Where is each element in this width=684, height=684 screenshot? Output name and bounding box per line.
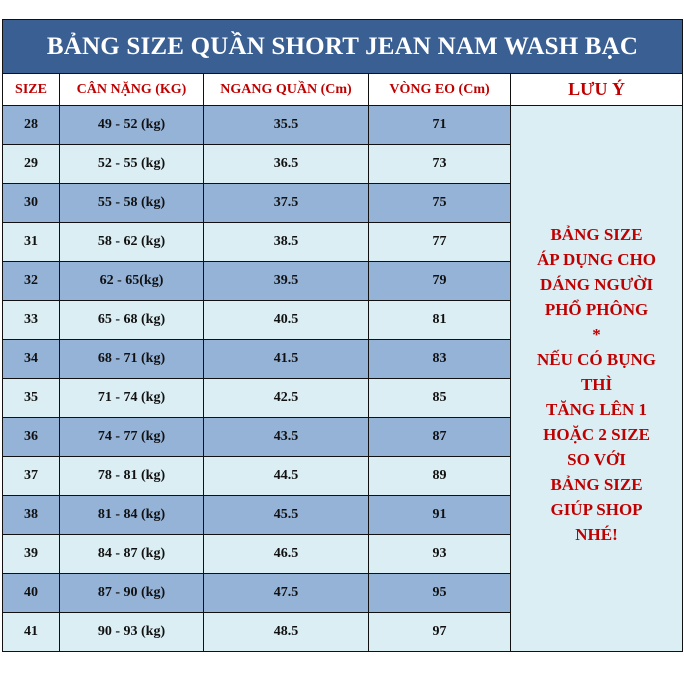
- cell-waist: 89: [368, 456, 511, 496]
- cell-weight: 52 - 55 (kg): [59, 144, 204, 184]
- note-line: PHỔ PHÔNG: [544, 300, 649, 319]
- cell-size: 35: [2, 378, 60, 418]
- cell-hip-width: 41.5: [203, 339, 369, 379]
- cell-size: 29: [2, 144, 60, 184]
- note-line: ÁP DỤNG CHO: [537, 250, 657, 269]
- cell-size: 39: [2, 534, 60, 574]
- note-line: NẾU CÓ BỤNG: [537, 350, 657, 369]
- cell-waist: 93: [368, 534, 511, 574]
- table-row: 33 65 - 68 (kg) 40.5 81: [2, 300, 683, 340]
- cell-waist: 87: [368, 417, 511, 457]
- header-waist: VÒNG EO (Cm): [368, 73, 511, 106]
- cell-waist: 83: [368, 339, 511, 379]
- cell-size: 34: [2, 339, 60, 379]
- cell-hip-width: 42.5: [203, 378, 369, 418]
- note-line: THÌ: [580, 375, 613, 394]
- table-row: 40 87 - 90 (kg) 47.5 95: [2, 573, 683, 613]
- table-row: 37 78 - 81 (kg) 44.5 89: [2, 456, 683, 496]
- cell-weight: 58 - 62 (kg): [59, 222, 204, 262]
- cell-size: 32: [2, 261, 60, 301]
- cell-waist: 71: [368, 105, 511, 145]
- cell-size: 31: [2, 222, 60, 262]
- size-chart-table: BẢNG SIZE QUẦN SHORT JEAN NAM WASH BẠC S…: [1, 19, 684, 652]
- cell-waist: 97: [368, 612, 511, 652]
- cell-waist: 79: [368, 261, 511, 301]
- cell-size: 40: [2, 573, 60, 613]
- table-row: 31 58 - 62 (kg) 38.5 77: [2, 222, 683, 262]
- cell-hip-width: 47.5: [203, 573, 369, 613]
- cell-hip-width: 38.5: [203, 222, 369, 262]
- cell-weight: 78 - 81 (kg): [59, 456, 204, 496]
- cell-weight: 81 - 84 (kg): [59, 495, 204, 535]
- cell-weight: 55 - 58 (kg): [59, 183, 204, 223]
- cell-size: 38: [2, 495, 60, 535]
- note-line: HOẶC 2 SIZE: [543, 425, 650, 444]
- cell-weight: 87 - 90 (kg): [59, 573, 204, 613]
- table-title: BẢNG SIZE QUẦN SHORT JEAN NAM WASH BẠC: [1, 19, 684, 74]
- header-note: LƯU Ý: [509, 73, 684, 106]
- note-cell: BẢNG SIZE ÁP DỤNG CHO DÁNG NGƯỜI PHỔ PHÔNG *…: [509, 105, 684, 652]
- table-row: 38 81 - 84 (kg) 45.5 91: [2, 495, 683, 535]
- cell-size: 36: [2, 417, 60, 457]
- cell-hip-width: 40.5: [203, 300, 369, 340]
- cell-waist: 95: [368, 573, 511, 613]
- cell-waist: 73: [368, 144, 511, 184]
- note-line: BẢNG SIZE: [550, 475, 643, 494]
- table-row: 30 55 - 58 (kg) 37.5 75: [2, 183, 683, 223]
- table-row: 29 52 - 55 (kg) 36.5 73: [2, 144, 683, 184]
- header-weight: CÂN NẶNG (KG): [59, 73, 204, 106]
- cell-hip-width: 45.5: [203, 495, 369, 535]
- note-line: GIÚP SHOP: [550, 500, 643, 519]
- note-line: BẢNG SIZE: [550, 225, 643, 244]
- cell-size: 37: [2, 456, 60, 496]
- cell-weight: 71 - 74 (kg): [59, 378, 204, 418]
- cell-waist: 77: [368, 222, 511, 262]
- cell-size: 28: [2, 105, 60, 145]
- cell-weight: 62 - 65(kg): [59, 261, 204, 301]
- cell-hip-width: 35.5: [203, 105, 369, 145]
- cell-hip-width: 37.5: [203, 183, 369, 223]
- cell-waist: 91: [368, 495, 511, 535]
- note-line: DÁNG NGƯỜI: [539, 275, 654, 294]
- cell-hip-width: 39.5: [203, 261, 369, 301]
- table-row: 36 74 - 77 (kg) 43.5 87: [2, 417, 683, 457]
- table-row: 41 90 - 93 (kg) 48.5 97: [2, 612, 683, 652]
- table-row: 32 62 - 65(kg) 39.5 79: [2, 261, 683, 301]
- header-hip-width: NGANG QUẦN (Cm): [203, 73, 369, 106]
- cell-size: 30: [2, 183, 60, 223]
- table-row: 28 49 - 52 (kg) 35.5 71 BẢNG SIZE ÁP DỤNG CHO…: [2, 105, 684, 652]
- cell-hip-width: 43.5: [203, 417, 369, 457]
- table-row: 35 71 - 74 (kg) 42.5 85: [2, 378, 683, 418]
- note-line: SO VỚI: [567, 450, 626, 469]
- cell-size: 33: [2, 300, 60, 340]
- cell-weight: 49 - 52 (kg): [59, 105, 204, 145]
- cell-hip-width: 46.5: [203, 534, 369, 574]
- table-row: 34 68 - 71 (kg) 41.5 83: [2, 339, 683, 379]
- cell-weight: 74 - 77 (kg): [59, 417, 204, 457]
- header-size: SIZE: [2, 73, 60, 106]
- cell-hip-width: 44.5: [203, 456, 369, 496]
- cell-weight: 68 - 71 (kg): [59, 339, 204, 379]
- cell-size: 41: [2, 612, 60, 652]
- cell-weight: 90 - 93 (kg): [59, 612, 204, 652]
- cell-waist: 75: [368, 183, 511, 223]
- note-line: NHÉ!: [575, 525, 618, 544]
- cell-hip-width: 48.5: [203, 612, 369, 652]
- cell-waist: 85: [368, 378, 511, 418]
- cell-hip-width: 36.5: [203, 144, 369, 184]
- header-row: SIZE CÂN NẶNG (KG) NGANG QUẦN (Cm) VÒNG …: [2, 73, 684, 106]
- note-line: *: [592, 325, 601, 344]
- cell-waist: 81: [368, 300, 511, 340]
- cell-weight: 65 - 68 (kg): [59, 300, 204, 340]
- note-line: TĂNG LÊN 1: [545, 400, 648, 419]
- cell-weight: 84 - 87 (kg): [59, 534, 204, 574]
